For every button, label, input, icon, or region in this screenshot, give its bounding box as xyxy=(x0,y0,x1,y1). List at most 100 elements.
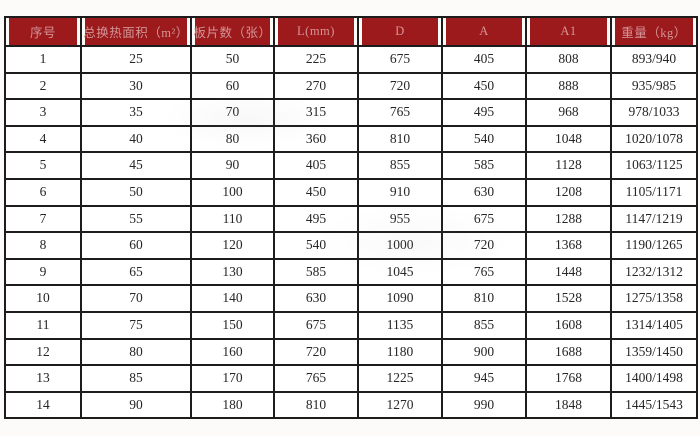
column-header: A1 xyxy=(525,16,612,47)
column-header: D xyxy=(357,16,443,47)
table-cell: 893/940 xyxy=(610,45,698,74)
table-cell: 6 xyxy=(4,177,82,207)
table-cell: 225 xyxy=(273,45,359,74)
table-cell: 1848 xyxy=(525,390,612,420)
table-cell: 1275/1358 xyxy=(610,284,698,313)
column-header: A xyxy=(441,16,527,47)
table-cell: 110 xyxy=(190,204,275,234)
table-cell: 100 xyxy=(190,177,275,207)
table-cell: 810 xyxy=(441,284,527,313)
table-cell: 8 xyxy=(4,231,82,260)
table-cell: 90 xyxy=(80,390,192,420)
table-row: 8 60 120 540 1000 720 1368 1190/1265 xyxy=(4,231,698,260)
table-cell: 80 xyxy=(80,337,192,367)
table-cell: 765 xyxy=(441,257,527,287)
table-cell: 1768 xyxy=(525,364,612,393)
table-cell: 45 xyxy=(80,151,192,180)
table-cell: 5 xyxy=(4,151,82,180)
table-cell: 1128 xyxy=(525,151,612,180)
table-cell: 50 xyxy=(190,45,275,74)
table-cell: 1105/1171 xyxy=(610,177,698,207)
table-cell: 720 xyxy=(357,71,443,101)
table-cell: 180 xyxy=(190,390,275,420)
table-cell: 888 xyxy=(525,71,612,101)
table-cell: 855 xyxy=(357,151,443,180)
table-row: 3 35 70 315 765 495 968 978/1033 xyxy=(4,98,698,127)
table-cell: 955 xyxy=(357,204,443,234)
table-row: 7 55 110 495 955 675 1288 1147/1219 xyxy=(4,204,698,234)
table-cell: 900 xyxy=(441,337,527,367)
table-cell: 1445/1543 xyxy=(610,390,698,420)
table-cell: 85 xyxy=(80,364,192,393)
table-cell: 1314/1405 xyxy=(610,310,698,340)
column-header: 重量（kg） xyxy=(610,16,698,47)
table-cell: 1270 xyxy=(357,390,443,420)
table-cell: 270 xyxy=(273,71,359,101)
table-cell: 80 xyxy=(190,124,275,154)
table-cell: 1090 xyxy=(357,284,443,313)
table-row: 11 75 150 675 1135 855 1608 1314/1405 xyxy=(4,310,698,340)
table-cell: 720 xyxy=(273,337,359,367)
table-cell: 70 xyxy=(80,284,192,313)
table-cell: 1147/1219 xyxy=(610,204,698,234)
table-cell: 13 xyxy=(4,364,82,393)
table-cell: 630 xyxy=(273,284,359,313)
table-cell: 55 xyxy=(80,204,192,234)
table-cell: 1368 xyxy=(525,231,612,260)
table-cell: 1 xyxy=(4,45,82,74)
table-cell: 765 xyxy=(273,364,359,393)
table-cell: 7 xyxy=(4,204,82,234)
table-cell: 1528 xyxy=(525,284,612,313)
table-cell: 1190/1265 xyxy=(610,231,698,260)
table-cell: 130 xyxy=(190,257,275,287)
table-row: 1 25 50 225 675 405 808 893/940 xyxy=(4,45,698,74)
table-cell: 35 xyxy=(80,98,192,127)
table-cell: 585 xyxy=(273,257,359,287)
table-cell: 1608 xyxy=(525,310,612,340)
table-cell: 675 xyxy=(273,310,359,340)
table-row: 9 65 130 585 1045 765 1448 1232/1312 xyxy=(4,257,698,287)
table-cell: 1288 xyxy=(525,204,612,234)
table-row: 14 90 180 810 1270 990 1848 1445/1543 xyxy=(4,390,698,420)
table-body: 1 25 50 225 675 405 808 893/940 2 30 60 270 720 450 88… xyxy=(4,45,698,420)
table-cell: 360 xyxy=(273,124,359,154)
table-cell: 855 xyxy=(441,310,527,340)
table-row: 6 50 100 450 910 630 1208 1105/1171 xyxy=(4,177,698,207)
table-cell: 540 xyxy=(441,124,527,154)
table-cell: 630 xyxy=(441,177,527,207)
table-cell: 9 xyxy=(4,257,82,287)
table-cell: 70 xyxy=(190,98,275,127)
table-cell: 315 xyxy=(273,98,359,127)
table-cell: 140 xyxy=(190,284,275,313)
table-row: 10 70 140 630 1090 810 1528 1275/1358 xyxy=(4,284,698,313)
table-cell: 720 xyxy=(441,231,527,260)
table-cell: 405 xyxy=(441,45,527,74)
table-cell: 11 xyxy=(4,310,82,340)
table-cell: 75 xyxy=(80,310,192,340)
table-cell: 978/1033 xyxy=(610,98,698,127)
table-cell: 1400/1498 xyxy=(610,364,698,393)
table-cell: 2 xyxy=(4,71,82,101)
table-cell: 50 xyxy=(80,177,192,207)
table-cell: 60 xyxy=(80,231,192,260)
table-cell: 170 xyxy=(190,364,275,393)
header-row: 序号 总换热面积（m²） 板片数（张） L(mm) D A A1 重量（kg） xyxy=(4,16,698,47)
spec-table: 序号 总换热面积（m²） 板片数（张） L(mm) D A A1 重量（kg） 1 25 50 22… xyxy=(4,16,698,420)
table-cell: 450 xyxy=(273,177,359,207)
table-cell: 450 xyxy=(441,71,527,101)
table-cell: 990 xyxy=(441,390,527,420)
column-header: 板片数（张） xyxy=(190,16,275,47)
column-header: 序号 xyxy=(4,16,82,47)
table-cell: 495 xyxy=(273,204,359,234)
table-row: 2 30 60 270 720 450 888 935/985 xyxy=(4,71,698,101)
table-cell: 3 xyxy=(4,98,82,127)
table-cell: 1688 xyxy=(525,337,612,367)
table-row: 13 85 170 765 1225 945 1768 1400/1498 xyxy=(4,364,698,393)
table-row: 5 45 90 405 855 585 1128 1063/1125 xyxy=(4,151,698,180)
table-row: 4 40 80 360 810 540 1048 1020/1078 xyxy=(4,124,698,154)
table-cell: 810 xyxy=(273,390,359,420)
table-cell: 150 xyxy=(190,310,275,340)
table-cell: 1048 xyxy=(525,124,612,154)
table-cell: 935/985 xyxy=(610,71,698,101)
